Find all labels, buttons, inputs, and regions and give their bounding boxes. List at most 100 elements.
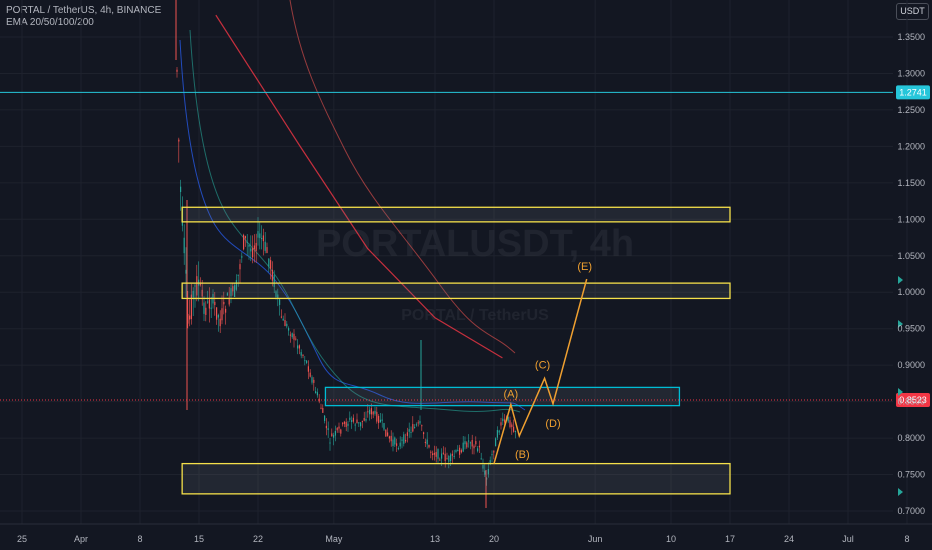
candle-body bbox=[489, 460, 491, 464]
y-tick-label: 1.1000 bbox=[897, 214, 925, 224]
candle-body bbox=[185, 269, 187, 274]
candle-body bbox=[338, 426, 340, 429]
candle-body bbox=[498, 430, 500, 433]
candle-body bbox=[450, 454, 452, 462]
candle-body bbox=[349, 417, 351, 420]
candle-body bbox=[208, 299, 210, 309]
candle-body bbox=[457, 449, 459, 452]
candle-body bbox=[361, 420, 363, 422]
candle-body bbox=[453, 455, 455, 457]
candle-body bbox=[316, 392, 318, 396]
candle-body bbox=[406, 432, 408, 436]
candle-body bbox=[392, 439, 394, 446]
candle-body bbox=[495, 438, 497, 447]
zone-yellow-3[interactable] bbox=[181, 462, 731, 495]
zone-yellow-1[interactable] bbox=[181, 282, 731, 300]
ema-50-line bbox=[189, 29, 521, 413]
watermark-name: PORTAL / TetherUS bbox=[401, 307, 549, 324]
candle-body bbox=[408, 429, 410, 432]
candle-body bbox=[482, 465, 484, 469]
candle-body bbox=[356, 419, 358, 424]
indicator-legend[interactable]: EMA 20/50/100/200 bbox=[6, 17, 94, 28]
candle-body bbox=[183, 237, 185, 254]
ema-100-line bbox=[289, 0, 516, 354]
candle-body bbox=[459, 447, 461, 455]
candle-body bbox=[194, 285, 196, 287]
candle-body bbox=[432, 453, 434, 456]
candle-body bbox=[471, 439, 473, 447]
alert-marker-icon[interactable] bbox=[898, 276, 903, 284]
candle-body bbox=[291, 333, 293, 338]
y-tick-label: 1.3000 bbox=[897, 68, 925, 78]
candle-body bbox=[439, 459, 441, 461]
candle-body bbox=[462, 442, 464, 452]
ema-200-line bbox=[215, 14, 503, 359]
y-tick-label: 1.2500 bbox=[897, 105, 925, 115]
candle-body bbox=[189, 315, 191, 320]
y-tick-label: 0.9500 bbox=[897, 324, 925, 334]
candle-body bbox=[243, 234, 245, 250]
zones[interactable] bbox=[181, 206, 731, 495]
candle-body bbox=[262, 235, 264, 242]
candle-body bbox=[271, 269, 273, 281]
candle-body bbox=[205, 307, 207, 315]
candle-body bbox=[363, 417, 365, 421]
candle-body bbox=[473, 445, 475, 449]
candle-body bbox=[358, 422, 360, 424]
candle-body bbox=[207, 301, 209, 303]
candle-body bbox=[250, 248, 252, 252]
currency-button[interactable]: USDT bbox=[896, 3, 929, 20]
alert-marker-icon[interactable] bbox=[898, 488, 903, 496]
horizontal-levels[interactable]: 1.2741 0.8523 bbox=[0, 85, 930, 496]
x-tick-label: 10 bbox=[666, 534, 676, 544]
zone-yellow-0[interactable] bbox=[181, 206, 731, 223]
candle-body bbox=[441, 453, 443, 459]
candle-body bbox=[253, 245, 255, 250]
wave-label: (A) bbox=[504, 389, 519, 401]
x-tick-label: 15 bbox=[194, 534, 204, 544]
candle-body bbox=[264, 241, 266, 251]
candle-body bbox=[313, 379, 315, 383]
candle-body bbox=[365, 418, 367, 421]
zone-cyan-2[interactable] bbox=[324, 386, 681, 407]
candle-body bbox=[466, 442, 468, 448]
alert-marker-icon[interactable] bbox=[898, 320, 903, 328]
candle-body bbox=[424, 441, 426, 444]
alert-marker-icon[interactable] bbox=[898, 388, 903, 396]
candle-body bbox=[217, 314, 219, 318]
wave-path[interactable] bbox=[493, 278, 588, 464]
y-tick-label: 1.0500 bbox=[897, 251, 925, 261]
candle-body bbox=[435, 452, 437, 457]
watermark: PORTALUSDT, 4h PORTAL / TetherUS bbox=[316, 223, 634, 324]
candle-body bbox=[446, 458, 448, 460]
candle-body bbox=[241, 256, 243, 258]
candle-body bbox=[230, 288, 232, 297]
candle-body bbox=[289, 334, 291, 336]
ema-lines bbox=[179, 0, 526, 413]
candle-body bbox=[383, 423, 385, 430]
wave-projection[interactable]: (A) (B) (C) (D) (E) bbox=[493, 261, 592, 464]
candle-body bbox=[464, 441, 466, 445]
candle-body bbox=[210, 307, 212, 309]
level-badge-text: 1.2741 bbox=[899, 87, 927, 97]
candle-body bbox=[248, 244, 250, 247]
candle-body bbox=[370, 408, 372, 415]
candle-body bbox=[307, 366, 309, 372]
candle-body bbox=[219, 318, 221, 327]
axes: 1.3500 1.3000 1.2500 1.2000 1.1500 1.1000 1.05… bbox=[0, 32, 932, 544]
candle-body bbox=[385, 429, 387, 437]
y-tick-label: 0.9000 bbox=[897, 360, 925, 370]
candle-body bbox=[309, 372, 311, 377]
candle-body bbox=[394, 437, 396, 445]
candle-body bbox=[469, 442, 471, 444]
candle-body bbox=[419, 421, 421, 424]
candle-body bbox=[448, 456, 450, 462]
candle-body bbox=[484, 470, 486, 475]
candle-body bbox=[275, 291, 277, 298]
candle-body bbox=[514, 430, 516, 432]
candle-body bbox=[279, 299, 281, 305]
x-tick-label: 17 bbox=[725, 534, 735, 544]
candle-body bbox=[442, 452, 444, 454]
candle-body bbox=[374, 410, 376, 414]
